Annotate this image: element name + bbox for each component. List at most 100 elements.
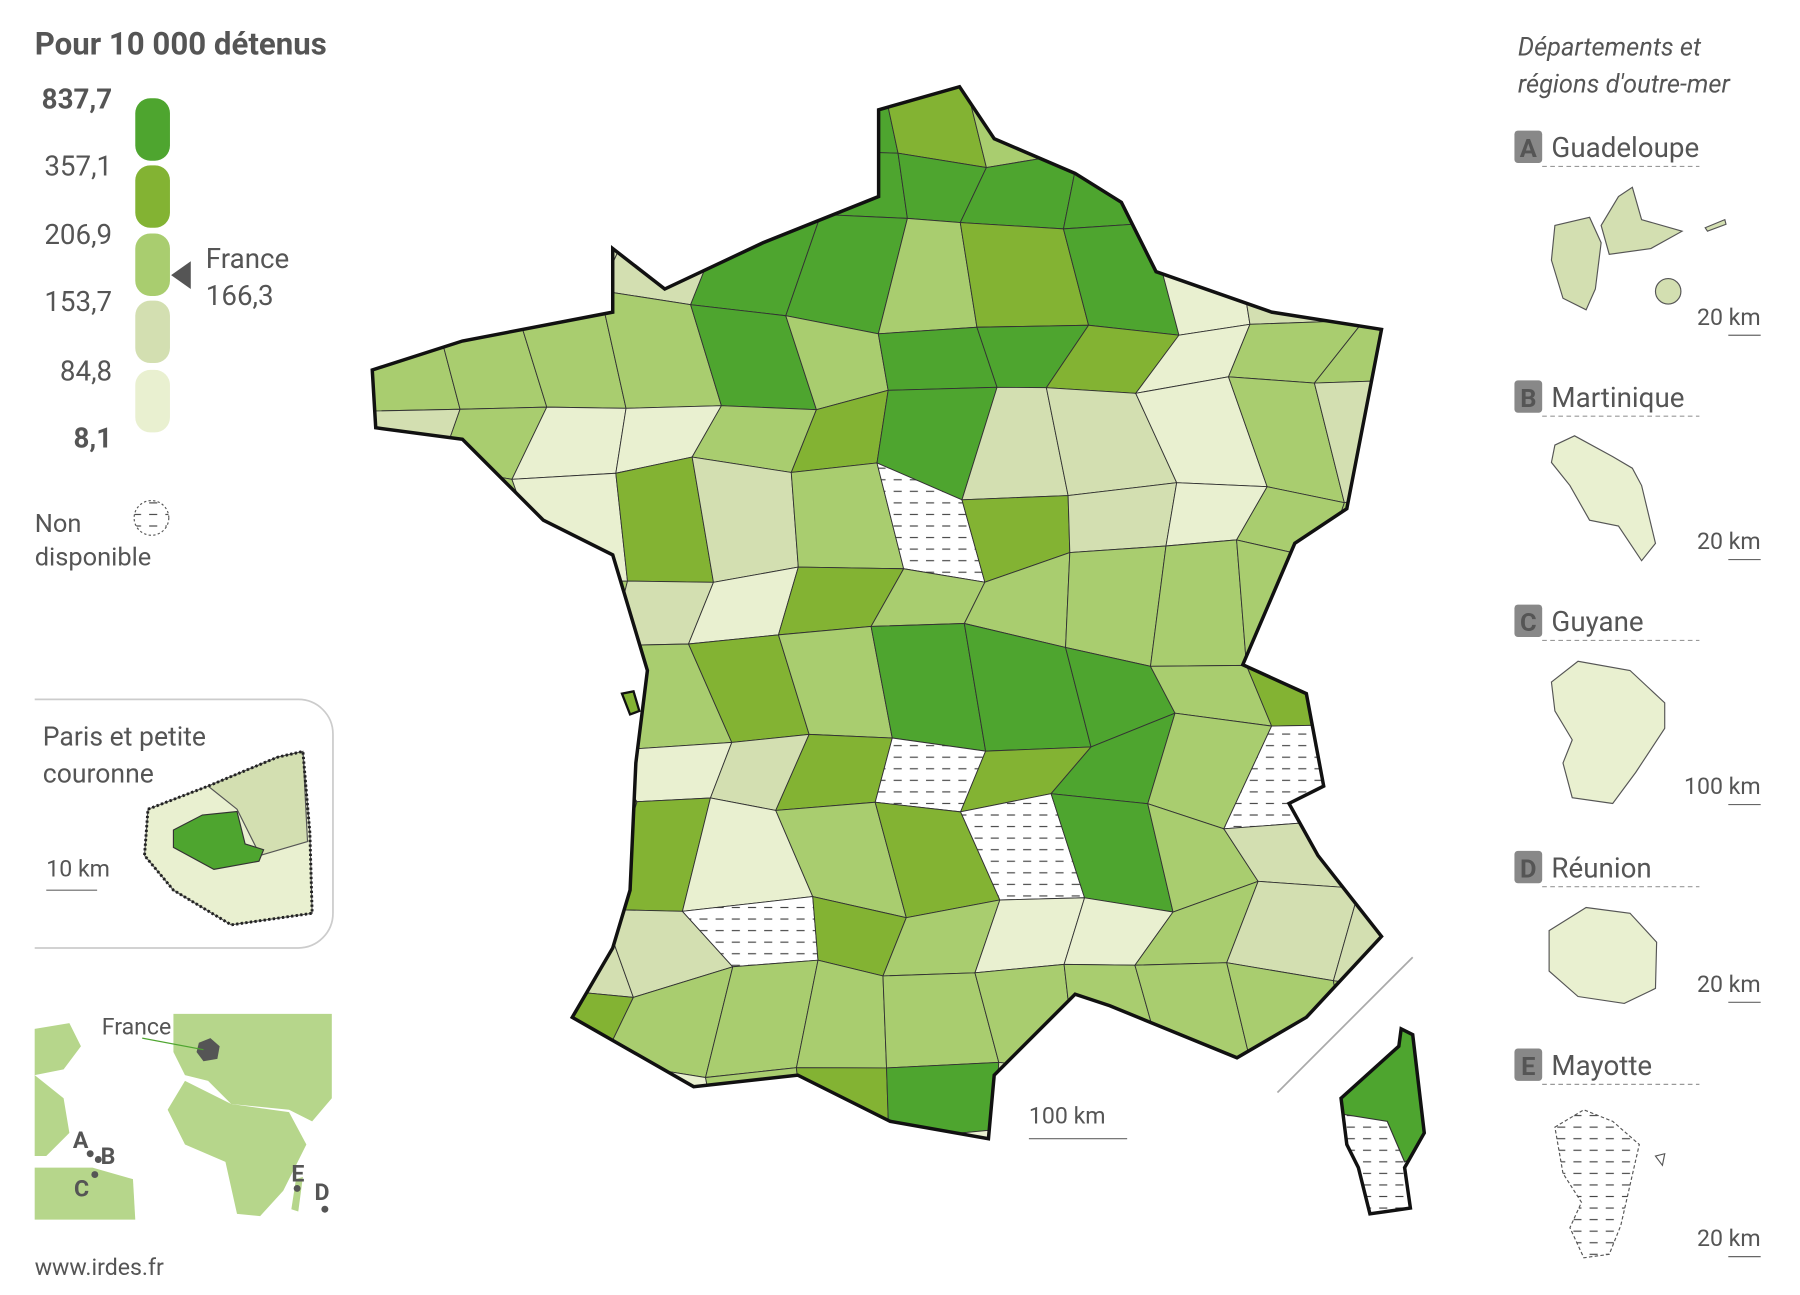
department-shape	[1335, 819, 1382, 890]
badge-letter: A	[1520, 134, 1538, 164]
department-shape	[372, 833, 447, 891]
department-shape	[602, 1060, 724, 1139]
department-shape	[534, 580, 629, 647]
department-shape	[1143, 86, 1256, 162]
badge-letter: B	[1520, 384, 1536, 414]
department-shape	[886, 1061, 1000, 1139]
locator-marker: D	[314, 1179, 329, 1206]
national-label: France	[206, 242, 289, 275]
department-shape	[1242, 1065, 1348, 1137]
locator-marker: A	[73, 1127, 89, 1154]
badge-letter: D	[1520, 854, 1537, 884]
locator-label: France	[102, 1014, 172, 1041]
department-shape	[691, 1145, 803, 1226]
territory-name: Réunion	[1551, 851, 1651, 884]
scale-label: 20 km	[1697, 1225, 1761, 1252]
department-shape	[415, 569, 549, 638]
department-shape	[410, 804, 547, 894]
department-shape	[372, 466, 441, 581]
department-shape	[372, 710, 447, 836]
overseas-title: régions d'outre-mer	[1518, 69, 1731, 99]
territory-name: Mayotte	[1551, 1049, 1652, 1082]
territory-shape	[1554, 1109, 1640, 1259]
legend-break: 8,1	[74, 421, 113, 454]
department-shape	[1062, 151, 1167, 230]
inset-title: Paris et petite	[43, 722, 206, 753]
department-shape	[431, 985, 546, 1059]
corsica	[1339, 1027, 1426, 1216]
france-map	[350, 84, 1426, 1226]
locator-map	[34, 1013, 332, 1220]
department-shape	[428, 243, 552, 298]
locator-marker: B	[101, 1143, 116, 1170]
territory-name: Martinique	[1551, 381, 1684, 414]
missing-label: disponible	[35, 542, 152, 572]
legend-swatch	[135, 369, 170, 433]
department-shape	[1313, 379, 1382, 504]
dot	[91, 1171, 99, 1179]
badge	[1514, 130, 1543, 164]
overseas-title: Départements et	[1518, 32, 1702, 62]
legend-swatch	[135, 233, 170, 296]
legend: 837,7 357,1 206,9 153,7 84,8 8,1	[42, 83, 170, 454]
department-shape	[1044, 1136, 1164, 1139]
department-shape	[877, 326, 998, 391]
department-shape	[616, 142, 714, 249]
department-shape	[429, 86, 546, 134]
land	[34, 1075, 70, 1157]
department-shape	[421, 1156, 546, 1226]
badge-letter: C	[1520, 608, 1537, 638]
dot	[94, 1156, 102, 1163]
department-shape	[506, 1156, 623, 1226]
legend-break: 357,1	[44, 150, 112, 183]
department-shape	[873, 1129, 996, 1139]
department-shape	[1242, 1127, 1361, 1139]
department-shape	[372, 985, 458, 1059]
scale-label: 100 km	[1684, 773, 1761, 800]
scale-label: 20 km	[1697, 528, 1761, 555]
national-value: 166,3	[206, 279, 274, 312]
department-shape	[521, 801, 638, 910]
department-shape	[1313, 318, 1382, 384]
department-shape	[504, 1056, 624, 1139]
department-shape	[1331, 228, 1382, 321]
department-shape	[696, 86, 814, 151]
missing-swatch	[133, 499, 170, 536]
inset-frame	[34, 698, 334, 949]
scale-label: 20 km	[1697, 971, 1761, 998]
department-shape	[1157, 1127, 1256, 1139]
country-marker	[196, 1038, 220, 1062]
locator-marker: C	[74, 1176, 89, 1203]
department-shape	[795, 1067, 890, 1139]
badge	[1514, 850, 1543, 884]
department-shape	[963, 1129, 1079, 1139]
legend-swatch	[135, 98, 170, 161]
department-shape	[1247, 86, 1346, 150]
island	[620, 689, 641, 716]
department-shape	[372, 631, 449, 714]
department-shape	[504, 988, 635, 1062]
department-shape	[1157, 1076, 1255, 1138]
department-shape	[429, 125, 551, 248]
department-shape	[1331, 138, 1382, 245]
department-shape	[372, 569, 449, 654]
territory-shape	[1600, 186, 1684, 255]
department-shape	[372, 239, 454, 293]
paris-map	[143, 749, 314, 927]
department-shape	[431, 1056, 547, 1139]
department-shape	[350, 1153, 441, 1216]
department-shape	[519, 636, 613, 752]
territory-shape	[1654, 1152, 1666, 1167]
guyane-map	[1550, 660, 1666, 805]
department-shape	[412, 711, 547, 836]
department-shape	[511, 472, 628, 583]
scale-label: 20 km	[1697, 304, 1761, 331]
department-shape	[1067, 482, 1178, 554]
department-shape	[172, 810, 265, 870]
badge	[1514, 380, 1543, 413]
inset-outline	[143, 749, 314, 927]
scale-label: 100 km	[1029, 1103, 1106, 1130]
source: www.irdes.fr	[35, 1254, 164, 1281]
